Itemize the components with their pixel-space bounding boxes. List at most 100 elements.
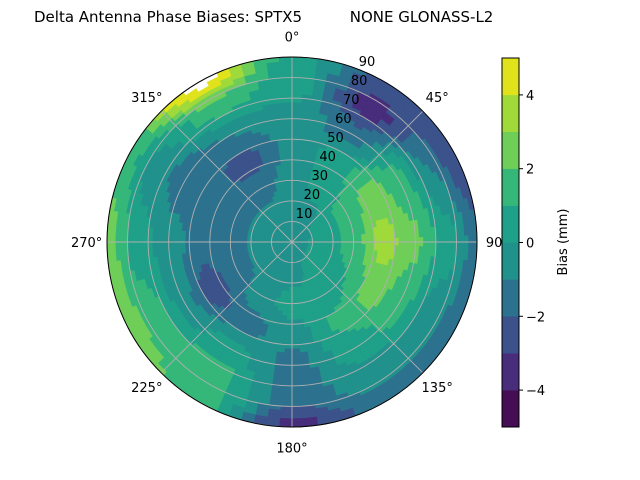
contour-cell <box>217 244 223 251</box>
contour-cell <box>291 171 298 177</box>
contour-cell <box>280 81 293 87</box>
contour-cell <box>291 89 303 95</box>
contour-cell <box>291 336 300 341</box>
contour-cell <box>213 244 219 251</box>
contour-cell <box>340 236 346 241</box>
angular-tick-label: 45° <box>426 91 449 106</box>
contour-cell <box>291 106 302 112</box>
colorbar-tick-label: 4 <box>526 89 534 104</box>
contour-cell <box>279 418 293 424</box>
contour-cell <box>291 393 304 399</box>
contour-cell <box>291 138 300 144</box>
contour-cell <box>291 315 298 321</box>
contour-cell <box>291 397 304 403</box>
contour-cell <box>283 356 293 362</box>
contour-cell <box>291 323 299 329</box>
contour-cell <box>107 235 108 249</box>
contour-cell <box>284 143 293 148</box>
contour-cell <box>291 167 298 173</box>
colorbar-band <box>501 205 520 243</box>
contour-cell <box>284 340 293 346</box>
contour-cell <box>284 138 293 144</box>
contour-cell <box>201 232 207 240</box>
contour-cell <box>291 81 304 87</box>
contour-cell <box>291 352 301 358</box>
contour-cell <box>377 232 383 240</box>
contour-cell <box>287 299 293 304</box>
contour-cell <box>291 110 302 116</box>
contour-cell <box>377 244 383 252</box>
contour-cell <box>285 155 293 161</box>
contour-cell <box>291 64 305 71</box>
contour-cell <box>291 147 299 153</box>
contour-cell <box>291 184 297 189</box>
contour-cell <box>285 331 293 337</box>
contour-cell <box>291 327 299 333</box>
contour-cell <box>288 192 293 198</box>
contour-cell <box>283 184 289 190</box>
contour-cell <box>201 244 207 252</box>
contour-cell <box>291 126 301 132</box>
contour-cell <box>291 418 305 424</box>
contour-cell <box>285 323 293 329</box>
contour-cell <box>286 163 293 169</box>
contour-cell <box>221 243 227 250</box>
radial-tick-label: 60 <box>335 112 352 127</box>
contour-cell <box>286 315 293 321</box>
contour-cell <box>279 409 293 415</box>
contour-cell <box>336 236 342 241</box>
contour-cell <box>291 413 305 420</box>
contour-cell <box>291 151 299 157</box>
contour-cell <box>213 233 219 240</box>
contour-cell <box>287 180 293 185</box>
contour-cell <box>291 409 305 415</box>
contour-cell <box>291 122 301 128</box>
contour-cell <box>291 85 304 91</box>
contour-cell <box>291 377 303 383</box>
contour-cell <box>295 290 300 296</box>
contour-cell <box>288 196 293 202</box>
contour-cell <box>476 235 477 249</box>
radial-tick-label: 50 <box>327 131 344 146</box>
colorbar-band <box>501 316 520 354</box>
colorbar-band <box>501 279 520 317</box>
colorbar: −4 −2 0 2 4 <box>501 57 545 428</box>
contour-cell <box>280 85 293 91</box>
contour-cell <box>285 151 293 157</box>
contour-cell <box>285 147 293 153</box>
contour-cell <box>285 159 293 165</box>
contour-cell <box>281 389 293 395</box>
contour-cell <box>344 235 350 241</box>
contour-cell <box>217 233 223 240</box>
colorbar-band <box>501 94 520 133</box>
contour-cell <box>365 233 371 240</box>
contour-cell <box>287 303 293 309</box>
colorbar-tick-label: −4 <box>526 384 545 399</box>
contour-cell <box>291 130 301 136</box>
contour-cell <box>291 331 299 337</box>
contour-cell <box>279 413 293 420</box>
contour-cell <box>282 372 293 378</box>
contour-cell <box>238 243 244 248</box>
contour-cell <box>279 64 293 71</box>
contour-cell <box>332 236 338 241</box>
contour-cell <box>291 69 305 75</box>
contour-cell <box>291 290 297 296</box>
contour-cell <box>287 290 293 296</box>
angular-tick-label: 270° <box>71 236 102 251</box>
contour-cell <box>283 130 293 136</box>
chart-title: Delta Antenna Phase Biases: SPTX5 NONE G… <box>34 8 494 26</box>
colorbar-band <box>501 57 520 96</box>
contour-cell <box>283 126 293 132</box>
contour-cell <box>291 282 296 288</box>
colorbar-band <box>501 242 520 280</box>
contour-fill <box>107 57 477 427</box>
contour-cell <box>287 175 293 181</box>
contour-cell <box>357 243 363 250</box>
contour-cell <box>282 110 293 116</box>
radial-tick-label: 90 <box>359 55 376 70</box>
contour-cell <box>280 397 293 403</box>
contour-cell <box>291 286 296 292</box>
contour-cell <box>284 336 293 341</box>
